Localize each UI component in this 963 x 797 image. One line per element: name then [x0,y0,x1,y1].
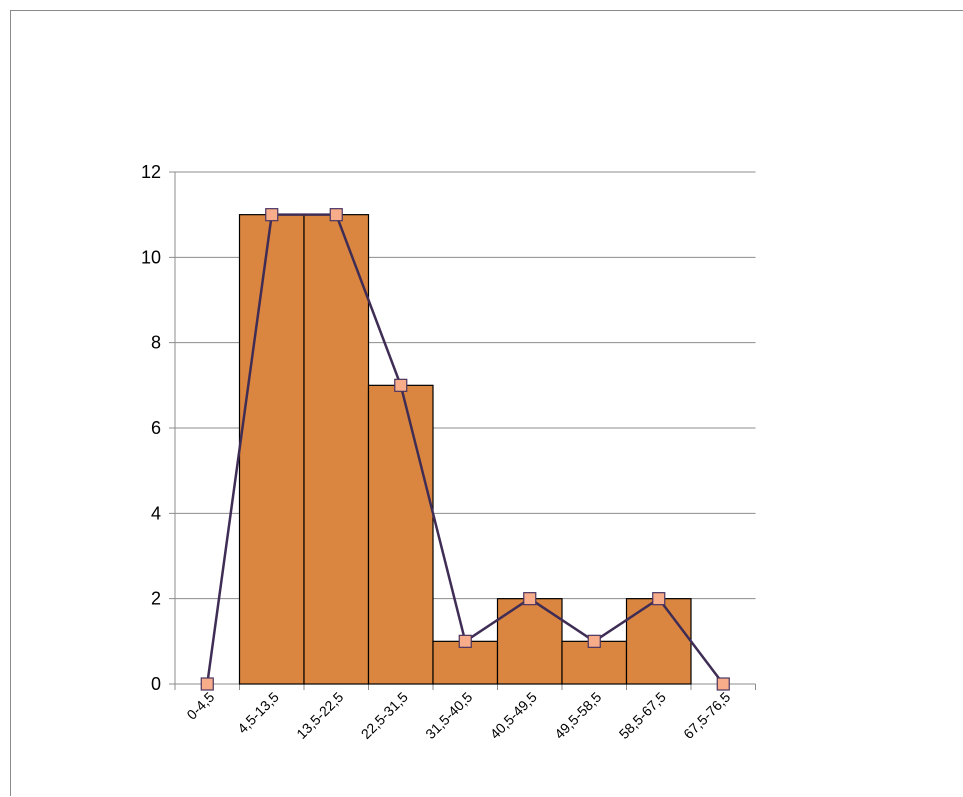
line-marker [458,634,472,648]
bar [625,598,692,685]
line-marker [523,592,537,606]
line-marker [716,677,730,691]
chart-frame: 0 2 4 6 8 10 12 0-4,5 4,5-13,5 13,5-22,5 22,5-31,5… [10,10,963,796]
x-tick-label: 58,5-67,5 [616,689,669,742]
y-tick-label: 6 [151,418,161,438]
line-marker [394,378,408,392]
line-marker [587,634,601,648]
line-marker [652,592,666,606]
bar [303,214,370,685]
x-tick-label: 40,5-49,5 [487,689,540,742]
x-tick-label: 4,5-13,5 [234,689,282,737]
line-marker [200,677,214,691]
frequency-chart: 0 2 4 6 8 10 12 0-4,5 4,5-13,5 13,5-22,5 22,5-31,5… [141,162,756,742]
bar [367,384,434,685]
x-tick-label: 0-4,5 [183,689,217,723]
bar [238,214,305,685]
x-tick-label: 67,5-76,5 [680,689,733,742]
line-marker [329,208,343,222]
y-tick-label: 8 [151,333,161,353]
y-tick-label: 12 [141,162,161,182]
x-tick-label: 31,5-40,5 [422,689,475,742]
line-marker [265,208,279,222]
y-tick-label: 10 [141,247,161,267]
x-tick-label: 49,5-58,5 [551,689,604,742]
x-tick-label: 13,5-22,5 [293,689,346,742]
bar [496,598,563,685]
y-tick-label: 4 [151,503,161,523]
y-tick-label: 0 [151,674,161,694]
y-tick-label: 2 [151,589,161,609]
x-tick-label: 22,5-31,5 [358,689,411,742]
